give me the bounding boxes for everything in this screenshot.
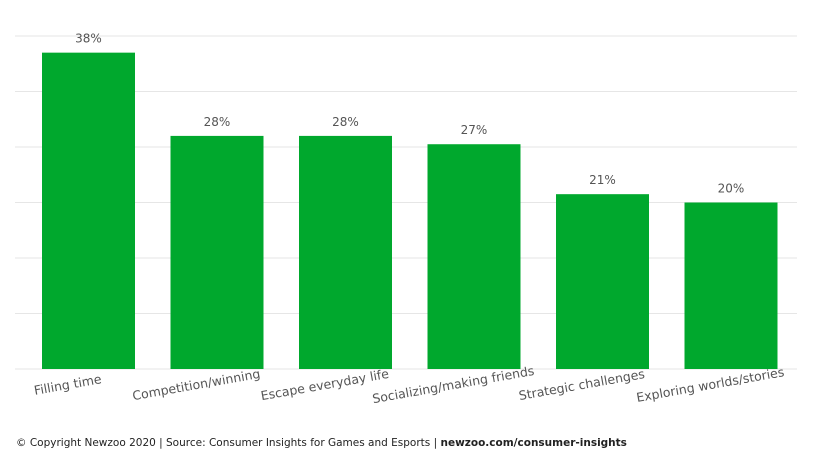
bar[interactable]: [427, 144, 521, 369]
bar[interactable]: [170, 135, 264, 369]
bar-chart: 38% Filling time 28% Competition/winning 28%…: [15, 32, 797, 406]
category-label: Competition/winning: [131, 366, 261, 403]
category-label: Strategic challenges: [518, 366, 646, 403]
category-label: Exploring worlds/stories: [635, 364, 785, 405]
bar[interactable]: [299, 135, 392, 369]
bar[interactable]: [556, 194, 649, 369]
data-label: 20%: [718, 182, 745, 196]
data-label: 27%: [461, 123, 488, 137]
category-label: Escape everyday life: [259, 366, 390, 403]
data-label: 28%: [204, 115, 231, 129]
footer-link[interactable]: newzoo.com/consumer-insights: [440, 437, 627, 449]
data-label: 21%: [589, 173, 616, 187]
data-label: 38%: [75, 32, 102, 46]
footer-copyright: © Copyright Newzoo 2020 | Source: Consum…: [16, 437, 441, 449]
data-label: 28%: [332, 115, 359, 129]
category-label: Filling time: [33, 371, 103, 398]
bar[interactable]: [684, 202, 778, 370]
footer: © Copyright Newzoo 2020 | Source: Consum…: [16, 437, 627, 449]
bar[interactable]: [42, 52, 135, 370]
